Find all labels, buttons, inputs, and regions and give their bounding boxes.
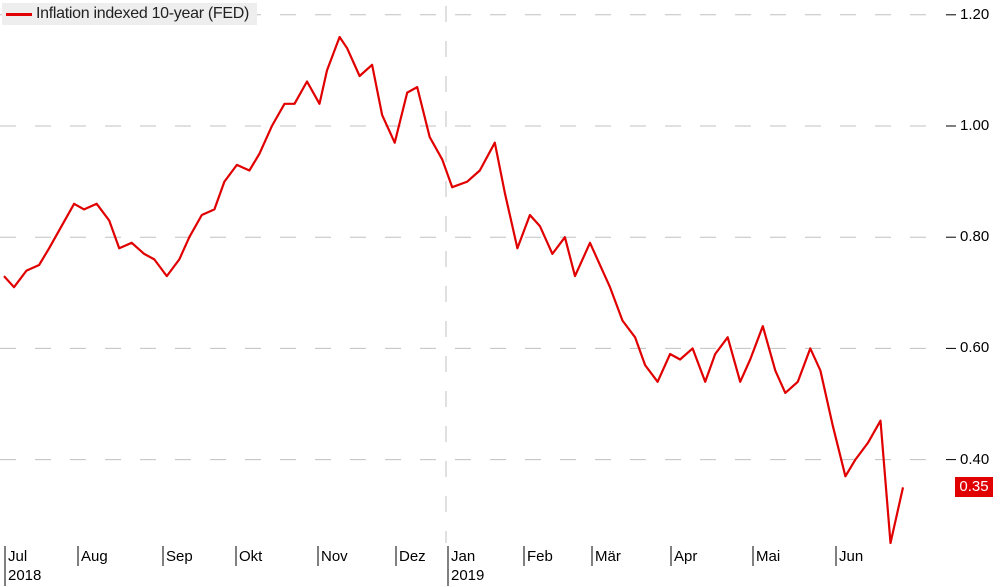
series-line	[3, 35, 905, 545]
x-tick-label: Feb	[527, 548, 553, 565]
x-tick-label: Aug	[81, 548, 108, 565]
x-axis	[4, 546, 837, 586]
grid	[0, 6, 956, 543]
x-tick-label: Jun	[839, 548, 864, 565]
x-tick-label: Sep	[166, 548, 193, 565]
y-tick-label: 0.60	[960, 339, 990, 357]
x-tick-label: Nov	[321, 548, 348, 565]
y-tick-label: 1.00	[960, 117, 990, 134]
x-tick-label: Jan	[451, 548, 476, 565]
legend-swatch	[6, 12, 32, 16]
x-tick-label: Apr	[674, 548, 698, 565]
x-tick-label: Dez	[399, 548, 426, 565]
x-tick-label: Okt	[239, 548, 263, 565]
last-value-badge: 0.35	[955, 477, 993, 497]
x-tick-label: Mär	[595, 548, 621, 565]
y-tick-label: 0.80	[960, 228, 990, 246]
y-tick-label: 1.20	[960, 5, 990, 23]
legend: Inflation indexed 10-year (FED)	[2, 3, 258, 25]
y-tick-label: 0.40	[960, 450, 990, 468]
legend-label: Inflation indexed 10-year (FED)	[36, 5, 250, 22]
x-tick-label: Jul	[8, 548, 28, 565]
x-tick-label: Mai	[756, 548, 781, 565]
x-year-label: 2018	[8, 567, 42, 584]
x-year-label: 2019	[451, 567, 485, 584]
